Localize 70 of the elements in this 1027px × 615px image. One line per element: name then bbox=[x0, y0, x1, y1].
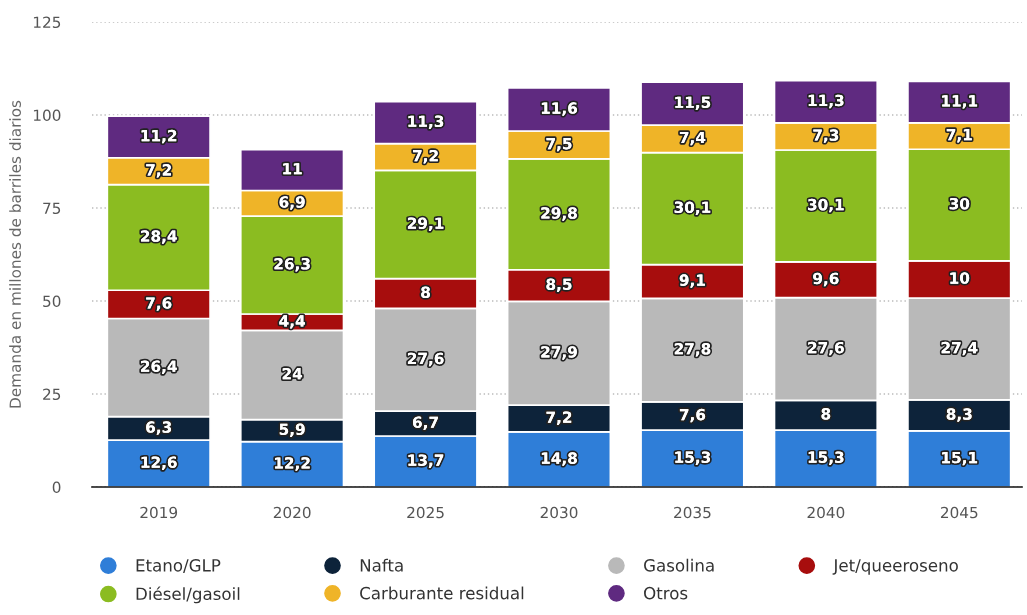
y-tick-label: 125 bbox=[33, 16, 61, 29]
data-label: 4,4 bbox=[279, 315, 305, 329]
legend-label: Nafta bbox=[360, 558, 403, 572]
data-label: 7,3 bbox=[813, 129, 839, 143]
data-label: 7,5 bbox=[546, 138, 572, 152]
data-label: 11,6 bbox=[541, 102, 578, 116]
legend-label: Carburante residual bbox=[360, 586, 524, 600]
data-label: 11,1 bbox=[942, 95, 978, 109]
data-label: 26,3 bbox=[274, 257, 310, 272]
data-label: 8 bbox=[821, 408, 831, 420]
data-label: 7,6 bbox=[679, 408, 706, 423]
data-label: 7,1 bbox=[946, 129, 972, 143]
x-tick-label: 2030 bbox=[540, 506, 578, 519]
data-label: 6,9 bbox=[279, 196, 305, 210]
data-label: 8,3 bbox=[946, 408, 972, 422]
data-label: 27,4 bbox=[941, 341, 978, 356]
data-label: 30,1 bbox=[674, 201, 711, 215]
data-label: 7,6 bbox=[146, 297, 172, 311]
data-label: 11,2 bbox=[141, 129, 177, 144]
data-label: 26,4 bbox=[141, 360, 177, 374]
x-tick-label: 2045 bbox=[940, 506, 978, 519]
legend-label: Diésel/gasoil bbox=[136, 586, 240, 604]
data-label: 24 bbox=[282, 367, 303, 380]
data-label: 11,3 bbox=[808, 94, 844, 109]
data-label: 14,8 bbox=[541, 452, 577, 466]
data-label: 28,4 bbox=[141, 230, 177, 244]
data-label: 6,7 bbox=[412, 416, 438, 430]
data-label: 27,6 bbox=[808, 341, 844, 356]
data-label: 15,1 bbox=[942, 451, 978, 466]
data-label: 30 bbox=[949, 197, 970, 210]
y-tick-label: 50 bbox=[43, 295, 61, 308]
data-label: 12,6 bbox=[141, 456, 177, 470]
data-label: 27,9 bbox=[541, 346, 577, 360]
data-label: 13,7 bbox=[408, 454, 444, 468]
legend-label: Jet/queeroseno bbox=[832, 559, 958, 575]
legend-label: Otros bbox=[644, 586, 688, 600]
y-tick-label: 100 bbox=[33, 109, 61, 122]
data-label: 29,1 bbox=[407, 217, 444, 231]
data-label: 12,2 bbox=[275, 457, 310, 471]
legend-label: Etano/GLP bbox=[136, 559, 221, 573]
data-label: 30,1 bbox=[808, 198, 844, 213]
y-tick-label: 75 bbox=[43, 202, 61, 215]
data-label: 15,3 bbox=[675, 451, 711, 465]
x-tick-label: 2035 bbox=[674, 506, 711, 519]
data-label: 7,4 bbox=[679, 131, 706, 146]
data-label: 11 bbox=[283, 163, 302, 175]
data-label: 9,6 bbox=[813, 272, 839, 287]
x-tick-label: 2020 bbox=[273, 506, 311, 519]
data-label: 10 bbox=[950, 272, 970, 284]
data-label: 27,6 bbox=[407, 352, 444, 367]
data-label: 15,3 bbox=[808, 451, 844, 465]
x-tick-label: 2040 bbox=[807, 506, 845, 519]
y-axis-title: Demanda en millones de barriles diarios bbox=[9, 100, 21, 408]
data-label: 5,9 bbox=[279, 423, 305, 438]
data-label: 7,2 bbox=[413, 149, 438, 164]
legend-label: Gasolina bbox=[644, 558, 714, 572]
x-tick-label: 2019 bbox=[140, 506, 178, 519]
data-label: 7,2 bbox=[146, 164, 171, 178]
x-tick-label: 2025 bbox=[407, 506, 444, 519]
data-label: 8,5 bbox=[546, 278, 572, 292]
data-label: 7,2 bbox=[546, 411, 572, 425]
data-label: 8 bbox=[421, 286, 430, 298]
data-label: 29,8 bbox=[541, 207, 577, 221]
data-label: 27,8 bbox=[674, 342, 711, 357]
data-label: 11,5 bbox=[675, 96, 711, 111]
y-tick-label: 25 bbox=[43, 388, 61, 401]
data-label: 6,3 bbox=[146, 421, 172, 435]
data-label: 11,3 bbox=[408, 115, 444, 130]
data-label: 9,1 bbox=[679, 274, 705, 288]
y-tick-label: 0 bbox=[52, 481, 61, 494]
